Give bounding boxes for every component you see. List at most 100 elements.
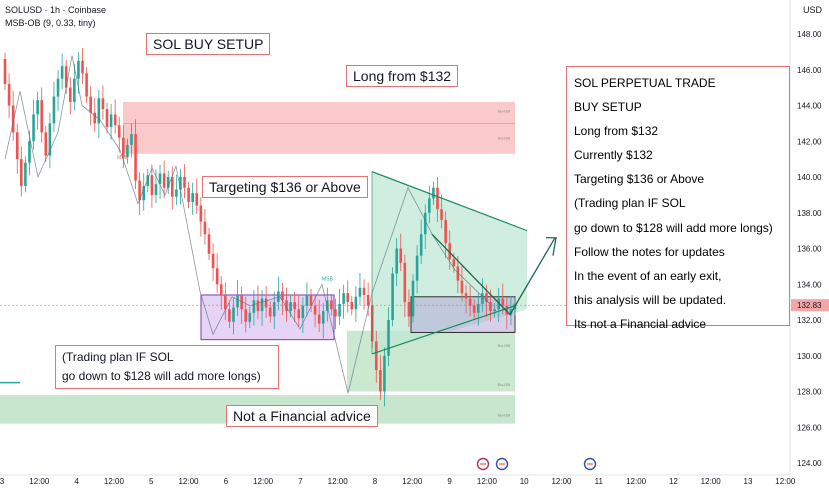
candle-body — [338, 303, 341, 317]
candle-body — [154, 184, 158, 195]
candle-body — [391, 273, 394, 320]
candle-body — [7, 84, 11, 106]
candle-body — [305, 294, 309, 306]
candle-body — [187, 187, 190, 203]
y-tick-label: 138.00 — [797, 209, 822, 218]
candle-body — [244, 309, 248, 322]
candle-body — [289, 302, 292, 312]
note-line: Targeting $136 or Above — [574, 172, 705, 187]
ob-marker-label: Bu-OB — [498, 109, 510, 114]
candle-body — [317, 314, 321, 324]
candle-body — [428, 198, 431, 213]
candle-body — [138, 180, 141, 201]
symbol-title: SOLUSD · 1h · Coinbase — [5, 5, 107, 15]
candle-body — [268, 307, 272, 317]
candle-body — [101, 98, 105, 110]
y-tick-label: 148.00 — [797, 30, 822, 39]
candle-body — [199, 205, 203, 222]
candle-body — [383, 355, 386, 392]
candle-body — [134, 134, 137, 181]
candle-body — [191, 193, 194, 203]
target-label: Targeting $136 or Above — [202, 176, 368, 198]
candle-body — [423, 212, 427, 235]
candle-body — [166, 177, 170, 188]
candle-body — [105, 109, 109, 127]
candle-body — [281, 291, 284, 301]
candle-body — [395, 248, 398, 274]
candle-body — [379, 370, 382, 392]
candle-body — [285, 300, 288, 312]
candle-body — [175, 189, 178, 197]
x-tick-label: 13 — [744, 477, 753, 486]
candle-body — [272, 302, 276, 317]
candle-body — [334, 309, 337, 317]
candle-body — [407, 302, 411, 317]
candle-body — [277, 291, 280, 303]
x-tick-label: 5 — [149, 477, 154, 486]
y-tick-label: 134.00 — [797, 280, 822, 289]
not-financial-advice-label: Not a Financial advice — [226, 405, 378, 427]
x-tick-label: 12 — [669, 477, 678, 486]
ob-marker-label: Bu-OB — [498, 343, 510, 348]
note-line: (Trading plan IF SOL — [574, 196, 686, 211]
candle-body — [162, 173, 166, 188]
candle-body — [117, 125, 121, 138]
note-line: SOL PERPETUAL TRADE — [574, 76, 716, 90]
candle-body — [293, 302, 296, 310]
candle-body — [464, 293, 468, 299]
candle-body — [113, 114, 117, 126]
candle-body — [501, 298, 505, 306]
x-tick-label: 6 — [224, 477, 229, 486]
candle-body — [211, 253, 215, 269]
candle-body — [130, 134, 133, 145]
y-tick-label: 128.00 — [797, 388, 822, 397]
candle-body — [3, 59, 7, 85]
candle-body — [15, 132, 19, 160]
candle-body — [313, 305, 317, 315]
candle-body — [89, 96, 92, 113]
candle-body — [411, 280, 415, 317]
candle-body — [436, 187, 439, 210]
ob-marker-label: Bu-OB — [498, 135, 510, 140]
candle-body — [460, 280, 464, 294]
trade-notes-panel: SOL PERPETUAL TRADE BUY SETUP Long from … — [566, 66, 790, 331]
candle-body — [354, 296, 358, 310]
lower-trendline — [371, 305, 516, 355]
candle-body — [362, 287, 366, 295]
candle-body — [387, 320, 390, 356]
x-tick-label: 12:00 — [178, 477, 199, 486]
x-tick-label: 12:00 — [328, 477, 349, 486]
candle-body — [170, 177, 174, 197]
candle-body — [415, 255, 419, 281]
candle-body — [452, 259, 456, 267]
candle-body — [472, 305, 476, 313]
candle-body — [342, 293, 345, 304]
candle-body — [224, 294, 227, 310]
candle-body — [52, 96, 56, 124]
candle-body — [219, 284, 223, 295]
long-from-label: Long from $132 — [346, 65, 459, 87]
candle-body — [301, 305, 305, 319]
candle-body — [109, 114, 113, 127]
y-tick-label: 126.00 — [797, 423, 822, 432]
x-tick-label: 12:00 — [402, 477, 423, 486]
trading-plan-box: (Trading plan IF SOL go down to $128 wil… — [55, 345, 279, 389]
note-line: In the event of an early exit, — [574, 268, 722, 283]
indicator-legend[interactable]: MSB-OB (9, 0.33, tiny) — [5, 18, 96, 28]
candle-body — [505, 305, 509, 315]
candle-body — [432, 187, 435, 199]
trading-plan-line-2: go down to $128 will add more longs) — [62, 369, 261, 383]
note-line: Its not a Financial advice — [574, 316, 707, 331]
sol-buy-setup-title: SOL BUY SETUP — [146, 33, 271, 55]
x-tick-label: 4 — [74, 477, 79, 486]
x-tick-label: 12:00 — [701, 477, 722, 486]
candle-body — [468, 298, 472, 306]
note-line: Currently $132 — [574, 148, 653, 163]
candle-body — [297, 309, 301, 319]
candle-body — [403, 262, 407, 303]
candle-body — [485, 293, 488, 303]
candle-body — [40, 100, 44, 133]
x-tick-label: 9 — [447, 477, 452, 486]
candle-body — [374, 341, 378, 371]
